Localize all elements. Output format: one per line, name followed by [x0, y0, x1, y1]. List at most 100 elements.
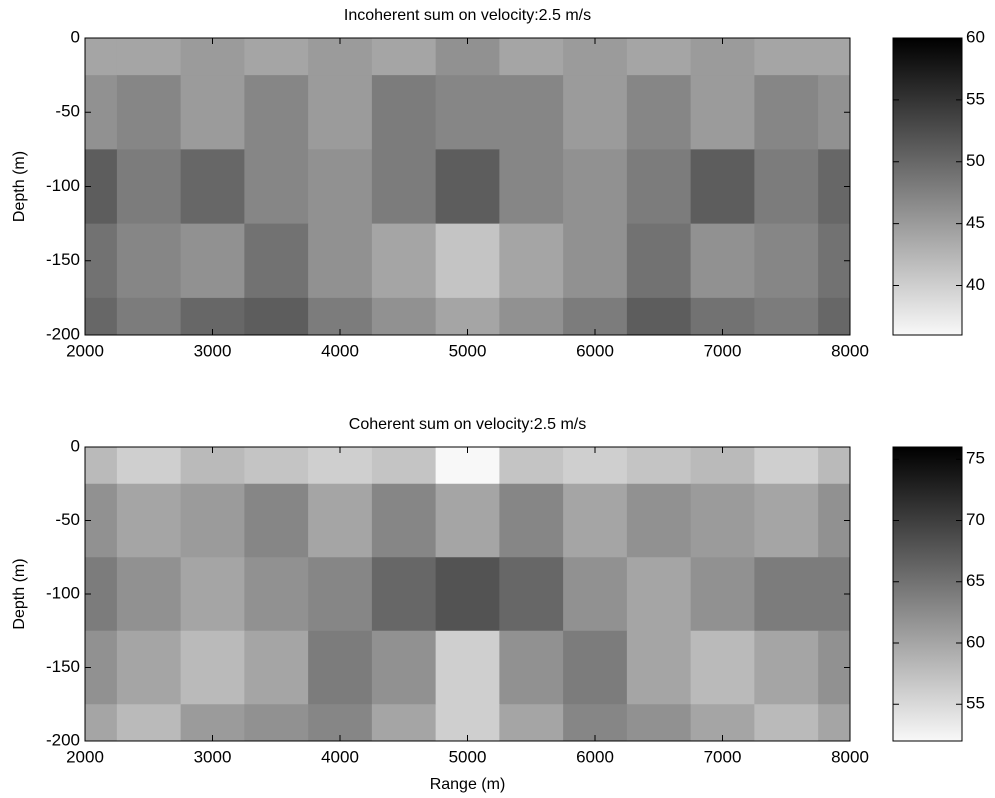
cell [180, 223, 245, 299]
cell [818, 704, 850, 741]
cell [180, 630, 245, 705]
cell [435, 223, 500, 299]
cell [626, 149, 692, 225]
cell [244, 447, 309, 485]
cell [244, 297, 309, 335]
cell [690, 704, 755, 741]
cell [308, 447, 373, 485]
cell [626, 297, 692, 335]
cell [180, 75, 245, 150]
y-tick-label: 0 [71, 27, 80, 46]
cell [499, 704, 564, 741]
cell [435, 630, 500, 705]
x-tick-label: 7000 [704, 747, 742, 766]
cell [435, 297, 500, 335]
cell [371, 483, 437, 558]
cell [371, 297, 437, 335]
cell [180, 704, 245, 741]
colorbar-tick-label: 60 [966, 632, 985, 651]
y-tick-label: -100 [46, 583, 80, 602]
cell [244, 483, 309, 558]
y-tick-label: -150 [46, 657, 80, 676]
cell [371, 38, 437, 76]
cell [435, 38, 500, 76]
x-tick-label: 8000 [831, 747, 869, 766]
cell [818, 447, 850, 485]
cell [308, 38, 373, 76]
cell [371, 223, 437, 299]
cell [563, 447, 628, 485]
colorbar [892, 37, 963, 336]
cell [244, 149, 309, 225]
cell [116, 704, 182, 741]
x-tick-label: 3000 [194, 747, 232, 766]
cell [180, 297, 245, 335]
x-tick-label: 4000 [321, 747, 359, 766]
cell [116, 149, 182, 225]
cell [690, 447, 755, 485]
cell [116, 483, 182, 558]
cell [85, 38, 118, 76]
y-tick-label: -200 [46, 324, 80, 343]
cell [435, 149, 500, 225]
cell [85, 297, 118, 335]
cell [85, 704, 118, 741]
chart-title: Coherent sum on velocity:2.5 m/s [349, 416, 586, 433]
cell [371, 630, 437, 705]
cell [435, 557, 500, 632]
colorbar [892, 446, 963, 742]
cell [563, 630, 628, 705]
cell [563, 557, 628, 632]
cell [308, 75, 373, 150]
cell [308, 149, 373, 225]
cell [499, 75, 564, 150]
cell [626, 223, 692, 299]
cell [626, 38, 692, 76]
cell [499, 38, 564, 76]
cell [244, 630, 309, 705]
x-tick-label: 7000 [704, 341, 742, 360]
x-tick-label: 6000 [576, 747, 614, 766]
cell [499, 149, 564, 225]
cell [180, 149, 245, 225]
cell [563, 38, 628, 76]
chart-title: Incoherent sum on velocity:2.5 m/s [344, 7, 591, 24]
x-tick-label: 5000 [449, 747, 487, 766]
cell [754, 630, 819, 705]
cell [180, 447, 245, 485]
cell [754, 483, 819, 558]
cell [563, 704, 628, 741]
cell [563, 149, 628, 225]
x-tick-label: 3000 [194, 341, 232, 360]
cell [563, 75, 628, 150]
colorbar-tick-label: 55 [966, 694, 985, 713]
y-tick-label: -50 [55, 102, 80, 121]
cell [435, 75, 500, 150]
cell [754, 447, 819, 485]
cell [818, 297, 850, 335]
cell [244, 557, 309, 632]
cell [85, 447, 118, 485]
cell [690, 38, 755, 76]
cell [690, 557, 755, 632]
cell [626, 704, 692, 741]
cell [308, 630, 373, 705]
x-tick-label: 6000 [576, 341, 614, 360]
heatmap [85, 447, 850, 741]
cell [435, 483, 500, 558]
cell [563, 223, 628, 299]
cell [563, 483, 628, 558]
cell [116, 557, 182, 632]
y-tick-label: -100 [46, 176, 80, 195]
x-tick-label: 8000 [831, 341, 869, 360]
heatmap [85, 38, 850, 335]
cell [180, 483, 245, 558]
cell [626, 630, 692, 705]
cell [754, 75, 819, 150]
cell [818, 38, 850, 76]
y-tick-label: -200 [46, 730, 80, 749]
cell [499, 557, 564, 632]
colorbar-tick-label: 60 [966, 27, 985, 46]
cell [116, 447, 182, 485]
